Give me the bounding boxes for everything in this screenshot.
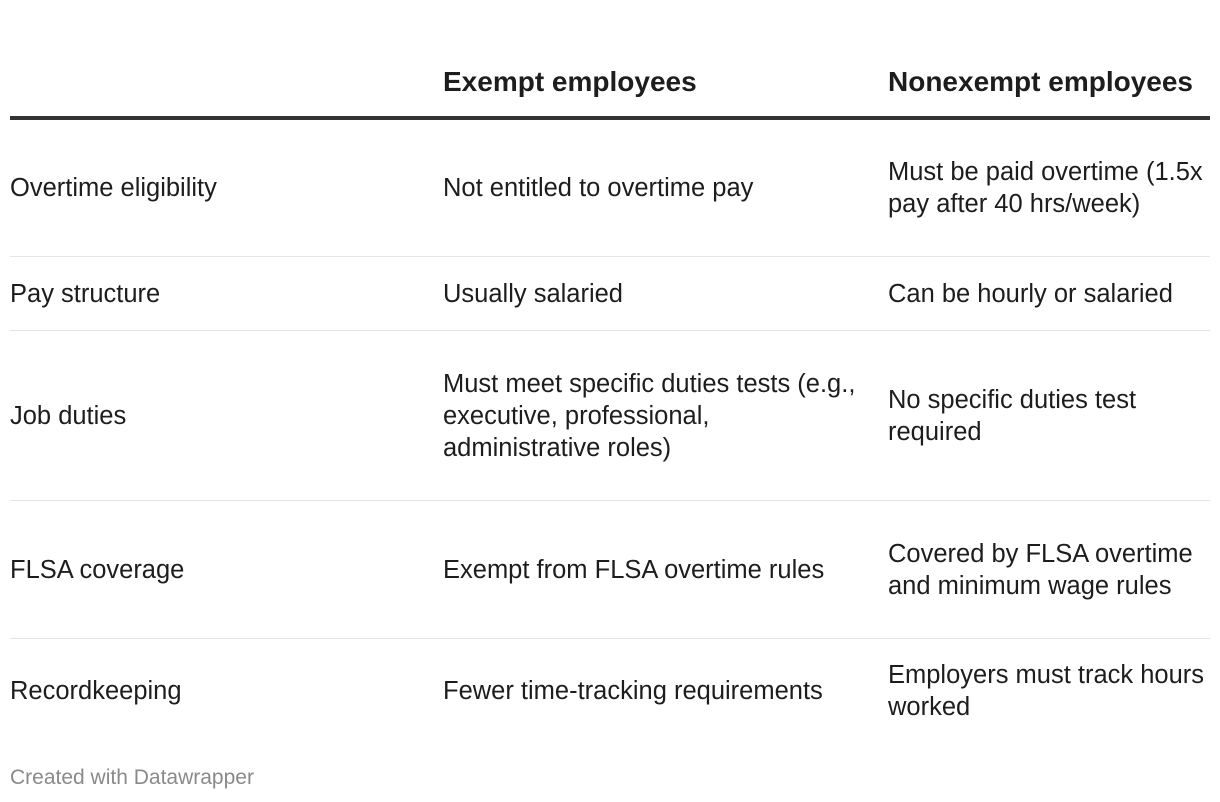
header-cell-nonexempt: Nonexempt employees [888,0,1210,120]
row-label: Pay structure [10,256,443,331]
exempt-cell: Fewer time-tracking requirements [443,677,823,705]
header-cell-exempt: Exempt employees [443,0,888,120]
table-row: Overtime eligibility Not entitled to ove… [10,118,1210,257]
row-label: Overtime eligibility [10,118,443,257]
table-body: Overtime eligibility Not entitled to ove… [10,118,1210,743]
table-row: Recordkeeping Fewer time-tracking requir… [10,639,1210,744]
nonexempt-cell: Can be hourly or salaried [888,256,1210,331]
table-row: Job duties Must meet specific duties tes… [10,330,1210,501]
header-cell-category [10,0,443,120]
table-header: Exempt employees Nonexempt employees [10,0,1210,120]
exempt-cell: Exempt from FLSA overtime rules [443,500,888,639]
nonexempt-cell: No specific duties test required [888,330,1210,501]
comparison-table-container: Exempt employees Nonexempt employees Ove… [10,0,1210,743]
nonexempt-cell: Covered by FLSA overtime and minimum wag… [888,500,1210,639]
exempt-cell: Not entitled to overtime pay [443,118,888,257]
datawrapper-credit: Created with Datawrapper [10,766,254,789]
nonexempt-cell: Must be paid overtime (1.5x pay after 40… [888,118,1210,257]
row-label: Recordkeeping [10,677,182,705]
nonexempt-cell: Employers must track hours worked [888,661,1205,721]
table-row: FLSA coverage Exempt from FLSA overtime … [10,500,1210,639]
exempt-cell: Must meet specific duties tests (e.g., e… [443,330,888,501]
row-label: Job duties [10,330,443,501]
row-label: FLSA coverage [10,500,443,639]
exempt-cell: Usually salaried [443,256,888,331]
comparison-table: Exempt employees Nonexempt employees Ove… [10,0,1210,743]
table-row: Pay structure Usually salaried Can be ho… [10,256,1210,331]
header-row: Exempt employees Nonexempt employees [10,0,1210,120]
